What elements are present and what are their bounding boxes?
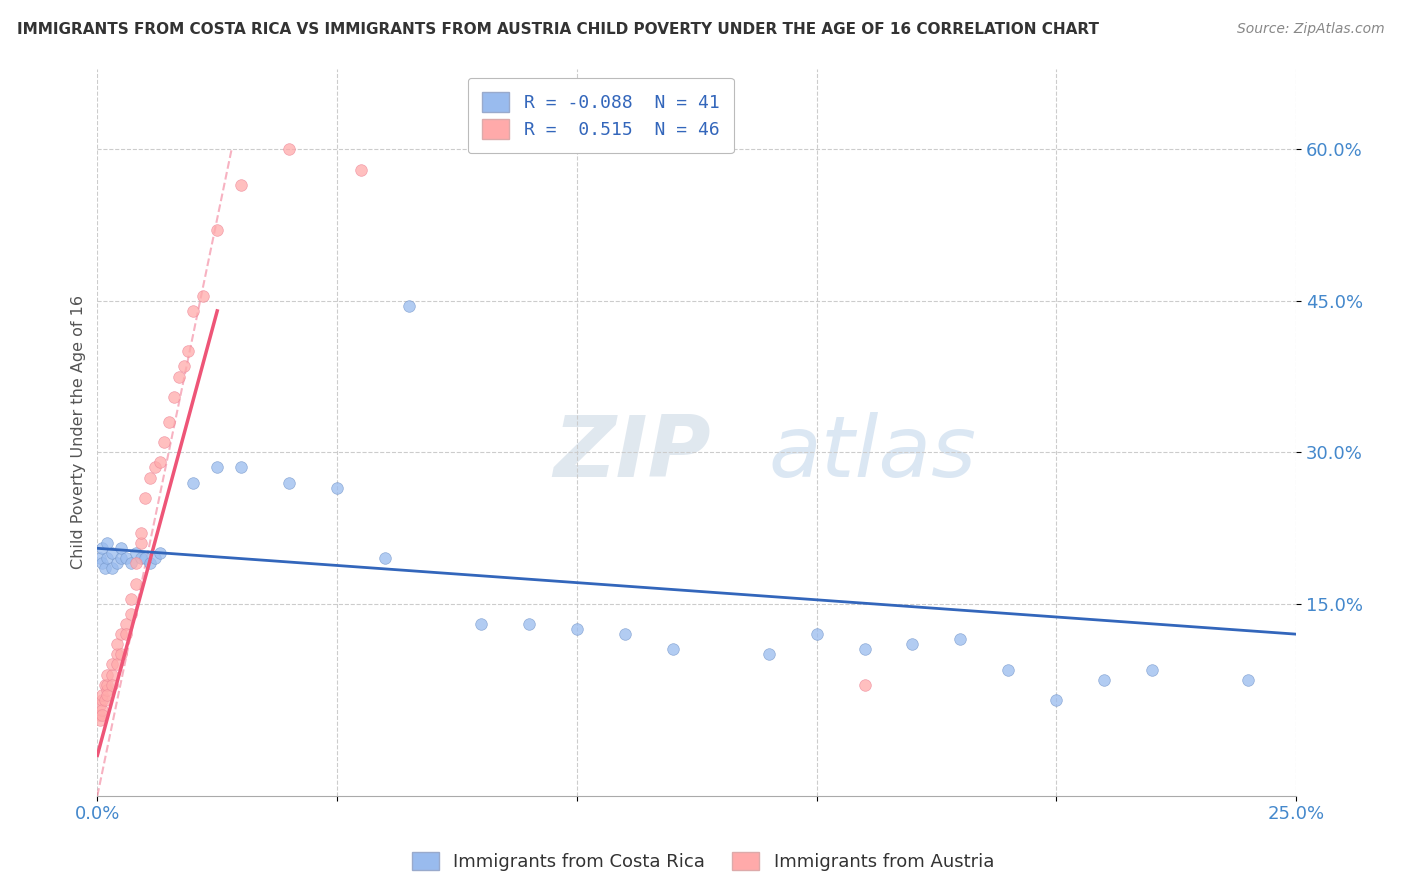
Point <box>100 678 122 692</box>
Point <box>100 546 122 560</box>
Point <box>143 551 166 566</box>
Point <box>139 557 162 571</box>
Point <box>105 557 128 571</box>
Point <box>205 460 228 475</box>
Point <box>89 698 111 712</box>
Point <box>758 648 780 662</box>
Point <box>153 435 176 450</box>
Point <box>96 551 118 566</box>
Point <box>125 576 148 591</box>
Point <box>374 551 396 566</box>
Point <box>91 693 114 707</box>
Point <box>278 475 301 490</box>
Point <box>125 546 148 560</box>
Point <box>1092 673 1115 687</box>
Y-axis label: Child Poverty Under the Age of 16: Child Poverty Under the Age of 16 <box>72 295 86 569</box>
Point <box>853 642 876 657</box>
Point <box>115 617 138 632</box>
Point <box>139 470 162 484</box>
Point <box>93 678 115 692</box>
Point <box>96 682 118 697</box>
Point <box>110 627 132 641</box>
Point <box>110 551 132 566</box>
Point <box>120 607 142 621</box>
Point <box>177 344 200 359</box>
Point <box>1045 693 1067 707</box>
Text: ZIP: ZIP <box>553 412 710 495</box>
Text: Source: ZipAtlas.com: Source: ZipAtlas.com <box>1237 22 1385 37</box>
Point <box>149 455 172 469</box>
Point <box>129 526 152 541</box>
Point <box>87 708 110 723</box>
Point <box>91 688 114 702</box>
Point <box>105 637 128 651</box>
Point <box>997 663 1019 677</box>
Point <box>89 551 111 566</box>
Point <box>1140 663 1163 677</box>
Point <box>129 536 152 550</box>
Point <box>93 693 115 707</box>
Point <box>853 678 876 692</box>
Point <box>661 642 683 657</box>
Point <box>949 632 972 647</box>
Text: IMMIGRANTS FROM COSTA RICA VS IMMIGRANTS FROM AUSTRIA CHILD POVERTY UNDER THE AG: IMMIGRANTS FROM COSTA RICA VS IMMIGRANTS… <box>17 22 1099 37</box>
Point <box>1237 673 1260 687</box>
Point <box>96 536 118 550</box>
Point <box>326 481 349 495</box>
Point <box>105 657 128 672</box>
Legend: R = -0.088  N = 41, R =  0.515  N = 46: R = -0.088 N = 41, R = 0.515 N = 46 <box>468 78 734 153</box>
Point <box>470 617 492 632</box>
Point <box>110 541 132 556</box>
Point <box>91 557 114 571</box>
Point <box>901 637 924 651</box>
Point <box>173 359 195 374</box>
Point <box>93 561 115 575</box>
Point <box>100 561 122 575</box>
Point <box>115 551 138 566</box>
Point <box>120 591 142 606</box>
Point <box>231 178 253 192</box>
Point <box>134 551 156 566</box>
Point <box>105 648 128 662</box>
Point <box>191 289 214 303</box>
Point <box>163 390 186 404</box>
Point <box>167 369 190 384</box>
Point <box>96 688 118 702</box>
Point <box>91 708 114 723</box>
Point <box>100 657 122 672</box>
Point <box>143 460 166 475</box>
Point <box>806 627 828 641</box>
Point <box>110 648 132 662</box>
Point <box>134 491 156 505</box>
Point <box>517 617 540 632</box>
Point <box>231 460 253 475</box>
Point <box>181 475 204 490</box>
Point <box>91 703 114 717</box>
Point <box>398 299 420 313</box>
Point <box>350 162 373 177</box>
Point <box>157 415 180 429</box>
Point <box>129 551 152 566</box>
Point <box>205 223 228 237</box>
Point <box>89 713 111 727</box>
Point <box>125 557 148 571</box>
Point <box>96 678 118 692</box>
Point <box>120 557 142 571</box>
Legend: Immigrants from Costa Rica, Immigrants from Austria: Immigrants from Costa Rica, Immigrants f… <box>405 845 1001 879</box>
Point <box>278 142 301 156</box>
Point <box>149 546 172 560</box>
Point <box>100 667 122 681</box>
Point <box>613 627 636 641</box>
Point <box>96 667 118 681</box>
Point <box>181 304 204 318</box>
Point <box>565 622 588 636</box>
Point <box>91 541 114 556</box>
Text: atlas: atlas <box>769 412 977 495</box>
Point <box>115 627 138 641</box>
